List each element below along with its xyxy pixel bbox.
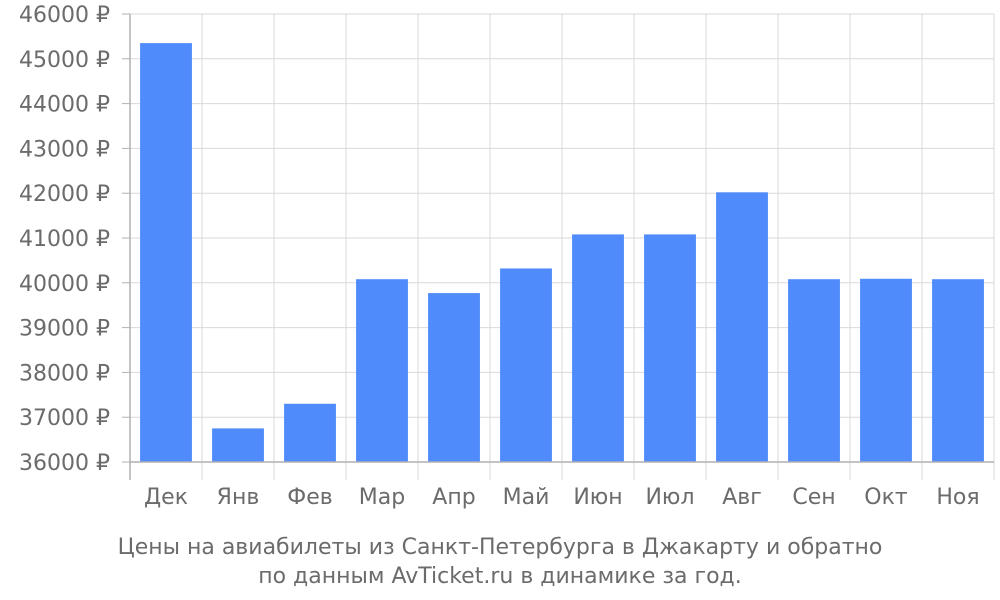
x-tick-label: Май xyxy=(503,485,550,510)
y-tick-label: 46000 ₽ xyxy=(19,3,110,28)
bar xyxy=(644,234,696,462)
x-tick-label: Апр xyxy=(432,485,475,510)
chart-caption-line-1: Цены на авиабилеты из Санкт-Петербурга в… xyxy=(117,535,883,560)
bar xyxy=(284,403,336,462)
y-tick-label: 37000 ₽ xyxy=(19,406,110,431)
bar xyxy=(860,278,912,462)
y-tick-label: 41000 ₽ xyxy=(19,227,110,252)
bar xyxy=(356,279,408,462)
y-tick-label: 42000 ₽ xyxy=(19,182,110,207)
bar xyxy=(428,293,480,462)
y-axis-ticks: 36000 ₽ 37000 ₽ 38000 ₽ 39000 ₽ 40000 ₽ 41000… xyxy=(19,3,110,476)
bar xyxy=(212,428,264,462)
bar xyxy=(140,43,192,463)
x-tick-label: Июл xyxy=(645,485,694,510)
x-tick-label: Июн xyxy=(573,485,622,510)
y-tick-label: 40000 ₽ xyxy=(19,272,110,297)
x-tick-label: Фев xyxy=(287,485,332,510)
x-tick-label: Янв xyxy=(217,485,260,510)
x-tick-label: Дек xyxy=(144,485,188,510)
x-tick-label: Ноя xyxy=(936,485,979,510)
x-axis-ticks: Дек Янв Фев Мар Апр Май Июн Июл Авг Сен Окт Ноя xyxy=(144,485,980,510)
axes xyxy=(122,13,995,480)
bar xyxy=(716,192,768,462)
x-tick-label: Мар xyxy=(359,485,405,510)
y-tick-label: 36000 ₽ xyxy=(19,451,110,476)
x-tick-label: Авг xyxy=(722,485,762,510)
bars xyxy=(140,43,984,463)
x-tick-label: Окт xyxy=(864,485,908,510)
bar xyxy=(932,279,984,462)
bar xyxy=(788,279,840,462)
y-tick-label: 45000 ₽ xyxy=(19,48,110,73)
y-tick-label: 39000 ₽ xyxy=(19,317,110,342)
bar xyxy=(572,234,624,462)
x-tick-label: Сен xyxy=(792,485,835,510)
y-tick-label: 38000 ₽ xyxy=(19,361,110,386)
y-tick-label: 44000 ₽ xyxy=(19,93,110,118)
bar xyxy=(500,268,552,462)
y-tick-label: 43000 ₽ xyxy=(19,137,110,162)
chart-caption-line-2: по данным AvTicket.ru в динамике за год. xyxy=(258,564,742,589)
